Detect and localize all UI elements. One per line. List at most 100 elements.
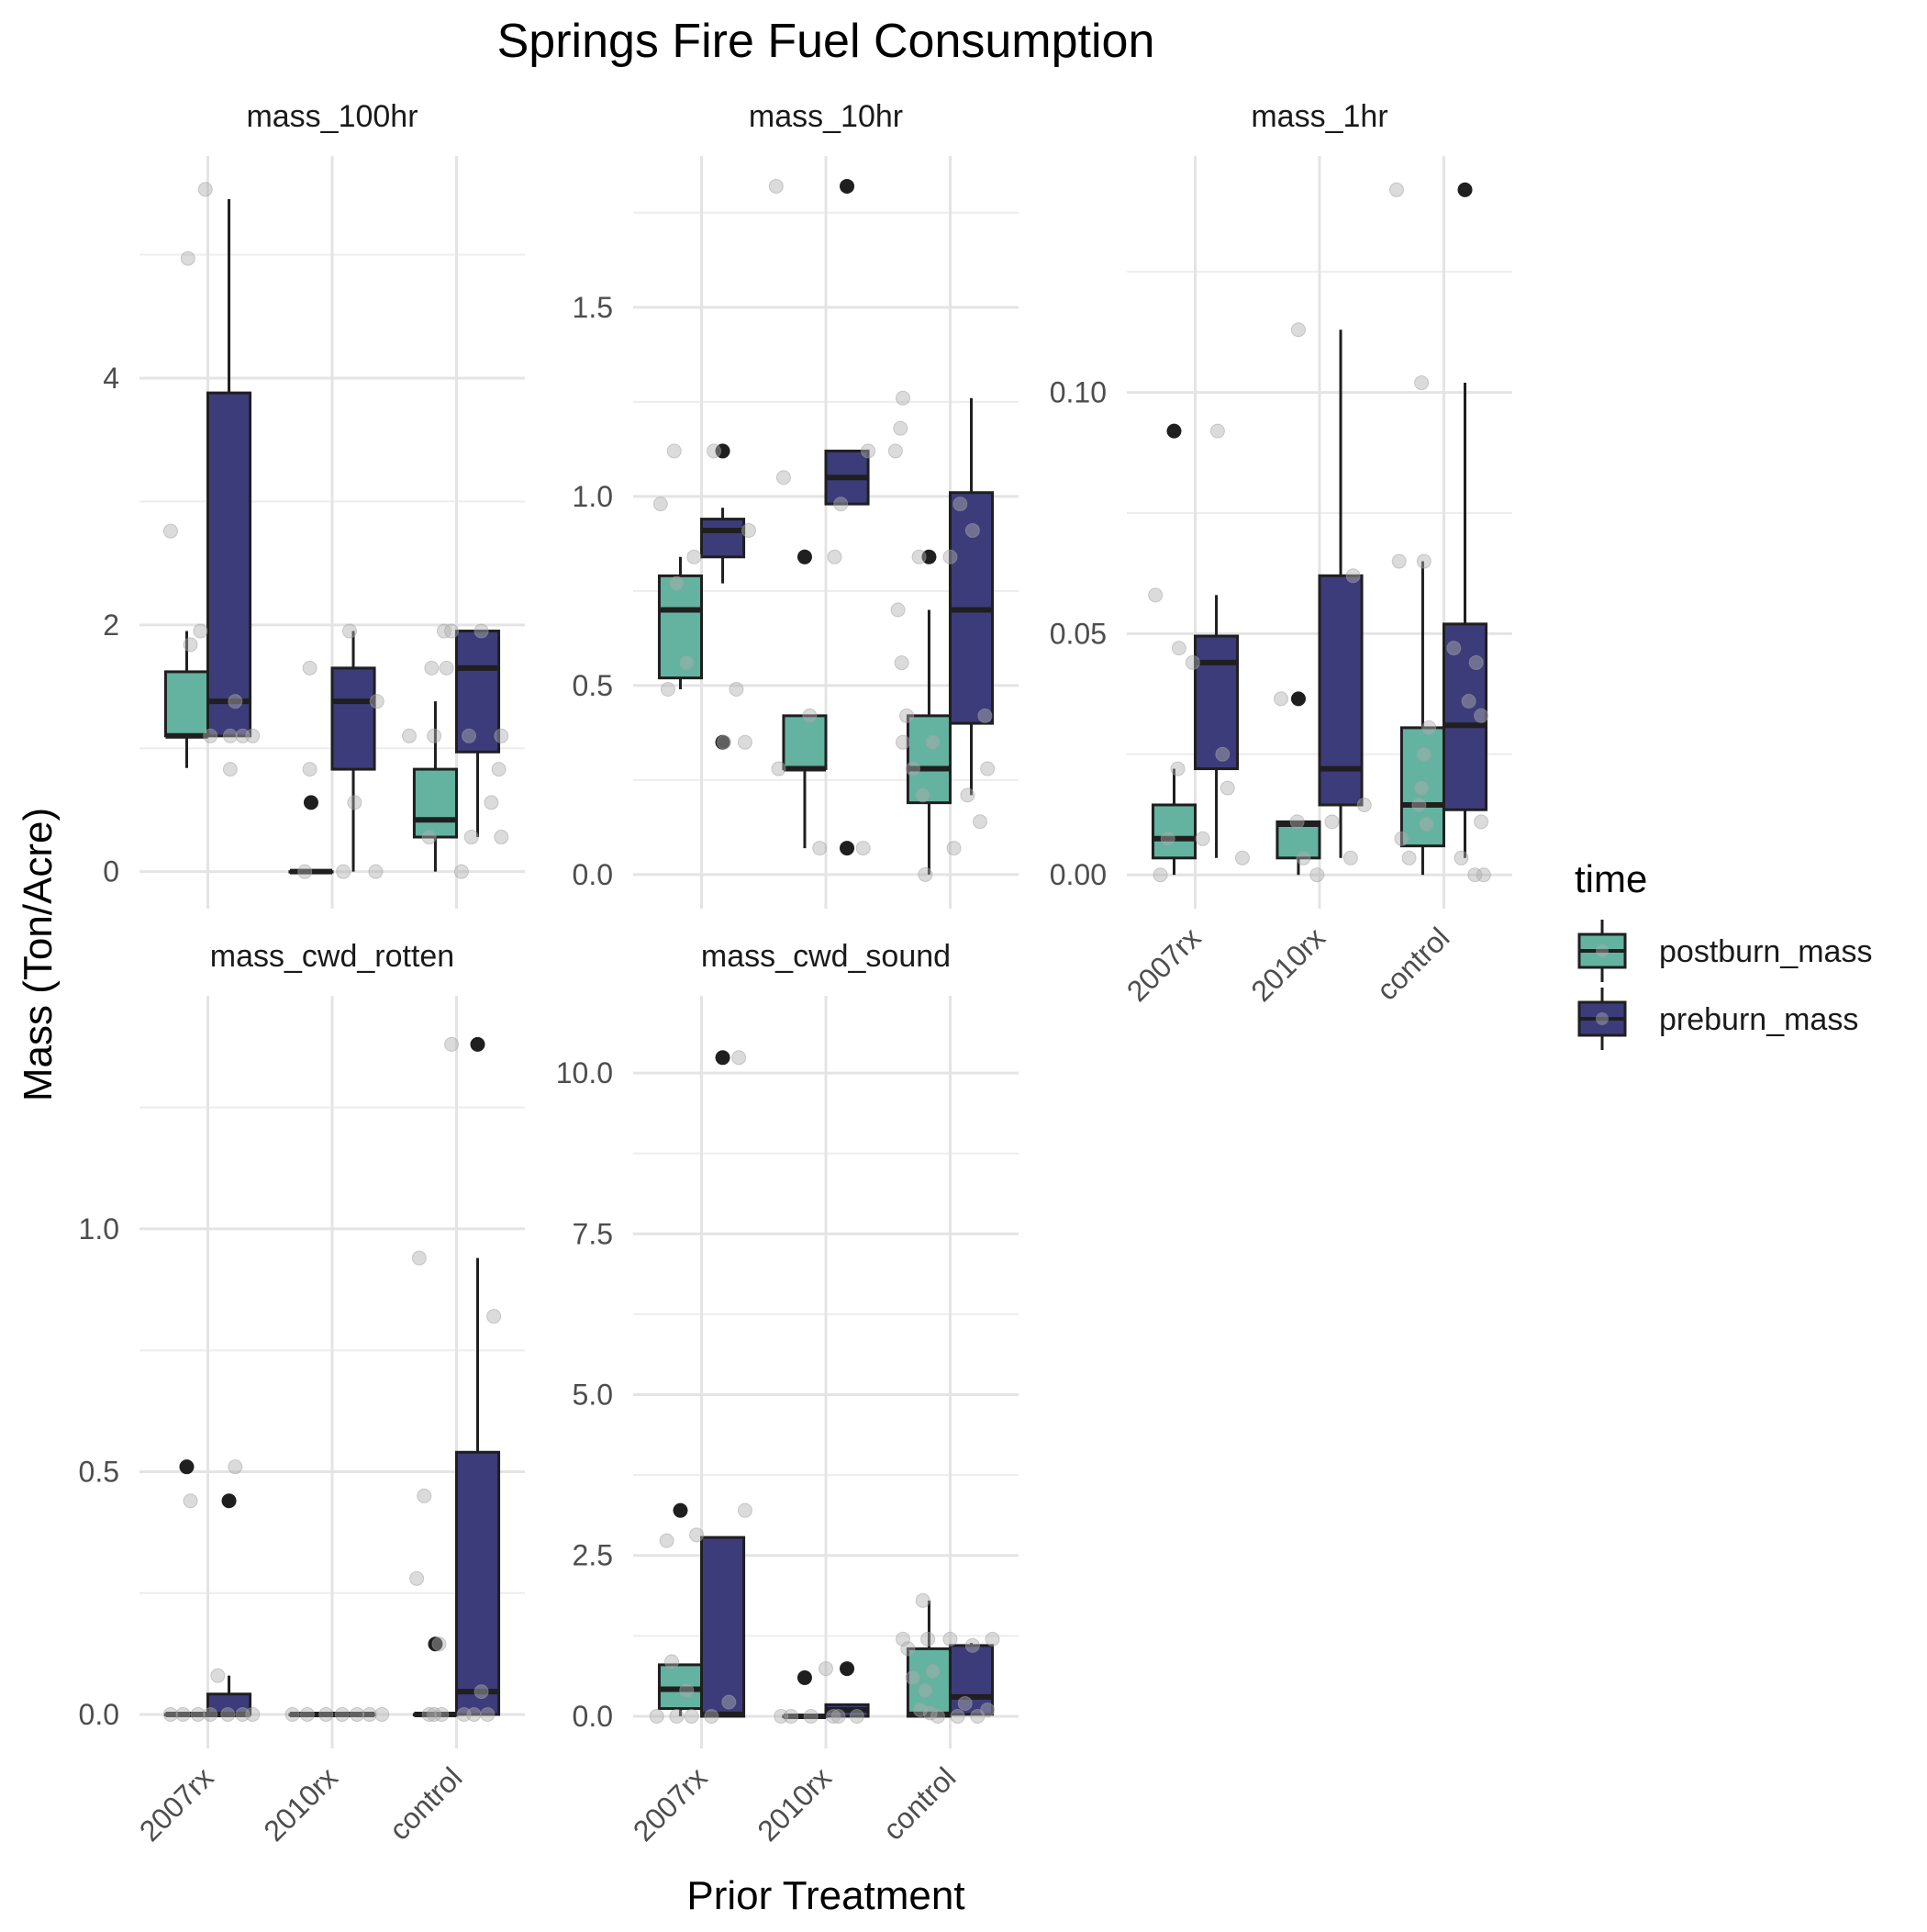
- outlier-point: [840, 841, 855, 856]
- data-point: [669, 1708, 685, 1724]
- facet-panel-mass-10hr: mass_10hr 0.0 0.5 1.0 1.5: [573, 99, 1019, 909]
- box-preburn_mass-2010rx: [330, 631, 376, 872]
- data-point: [1416, 553, 1431, 569]
- y-tick-label: 1.5: [573, 291, 613, 324]
- data-point: [453, 864, 469, 879]
- data-point: [473, 1684, 489, 1700]
- box-preburn_mass-2010rx: [824, 178, 870, 856]
- data-point: [245, 1706, 261, 1722]
- data-point: [1468, 654, 1484, 670]
- box-body: [1194, 634, 1240, 771]
- chart-title: Springs Fire Fuel Consumption: [497, 15, 1155, 68]
- outlier-point: [1166, 423, 1182, 439]
- data-point: [183, 1493, 198, 1509]
- data-point: [222, 762, 238, 777]
- box-body: [782, 714, 828, 771]
- data-point: [686, 549, 702, 564]
- data-point: [362, 1706, 377, 1722]
- data-point: [1289, 814, 1305, 830]
- data-point: [183, 637, 198, 653]
- data-point: [1414, 780, 1430, 796]
- box-preburn_mass-2010rx: [330, 1711, 376, 1717]
- data-point: [175, 1706, 191, 1722]
- data-point: [649, 1708, 664, 1724]
- data-point: [491, 762, 507, 777]
- legend: time postburn_mass preburn_mass: [1575, 857, 1872, 1050]
- data-point: [439, 660, 454, 676]
- y-tick-label: 5.0: [573, 1379, 613, 1412]
- data-point: [494, 728, 509, 743]
- data-point: [284, 1706, 300, 1722]
- data-point: [486, 1309, 502, 1324]
- box-body: [206, 391, 252, 738]
- y-tick-label: 10.0: [556, 1056, 613, 1089]
- data-point: [1195, 831, 1210, 846]
- data-point: [774, 1708, 789, 1724]
- data-point: [1401, 850, 1417, 865]
- legend-label: preburn_mass: [1659, 1002, 1858, 1037]
- data-point: [918, 1682, 933, 1698]
- y-tick-label: 1.0: [573, 480, 613, 513]
- x-tick-label: 2007rx: [627, 1760, 714, 1848]
- data-point: [1170, 761, 1186, 776]
- x-tick-label: 2007rx: [133, 1760, 220, 1848]
- box-postburn_mass-2007rx: [657, 556, 704, 690]
- facet-strip-title: mass_10hr: [749, 99, 903, 134]
- y-tick-label: 2.5: [573, 1539, 613, 1572]
- data-point: [905, 761, 920, 776]
- data-point: [228, 694, 243, 709]
- data-point: [456, 1706, 472, 1722]
- data-point: [193, 623, 208, 639]
- data-point: [1153, 867, 1168, 883]
- box-body: [163, 670, 210, 738]
- data-point: [918, 866, 933, 882]
- data-point: [802, 708, 818, 723]
- data-point: [707, 443, 722, 459]
- data-point: [1160, 831, 1175, 846]
- x-tick-label: 2007rx: [1120, 921, 1208, 1008]
- data-point: [1209, 423, 1225, 439]
- data-point: [925, 1663, 941, 1679]
- data-point: [855, 841, 871, 856]
- outlier-point: [796, 549, 812, 564]
- data-point: [819, 1661, 833, 1677]
- data-point: [444, 623, 460, 639]
- box-body: [1442, 622, 1488, 811]
- data-point: [462, 728, 477, 743]
- data-point: [409, 1570, 425, 1586]
- data-point: [950, 1708, 965, 1724]
- data-point: [480, 1706, 496, 1722]
- data-point: [222, 728, 238, 743]
- data-point: [896, 390, 910, 406]
- data-point: [679, 1682, 695, 1698]
- data-point: [980, 761, 996, 776]
- box-body: [412, 767, 458, 839]
- data-point: [660, 682, 675, 698]
- data-point: [1148, 587, 1164, 603]
- data-point: [318, 1706, 334, 1722]
- y-tick-label: 0.0: [573, 1700, 613, 1733]
- data-point: [768, 178, 784, 194]
- data-point: [833, 497, 849, 512]
- data-point: [957, 1695, 973, 1711]
- outlier-point: [796, 1670, 812, 1685]
- y-tick-label: 0.5: [573, 669, 613, 702]
- data-point: [1394, 831, 1409, 846]
- data-point: [402, 728, 417, 743]
- data-point: [336, 864, 351, 879]
- box-preburn_mass-2010rx: [1318, 329, 1364, 858]
- data-point: [775, 470, 791, 486]
- data-point: [669, 575, 685, 591]
- data-point: [1416, 746, 1431, 762]
- facet-strip-title: mass_cwd_rotten: [210, 939, 454, 974]
- y-tick-label: 7.5: [573, 1217, 613, 1250]
- data-point: [896, 734, 910, 750]
- data-point: [922, 1705, 938, 1721]
- data-point: [427, 728, 442, 743]
- box-postburn_mass-control: [412, 1636, 458, 1717]
- data-point: [737, 1502, 752, 1518]
- data-point: [812, 841, 828, 856]
- data-point: [299, 1706, 315, 1722]
- data-point: [302, 660, 317, 676]
